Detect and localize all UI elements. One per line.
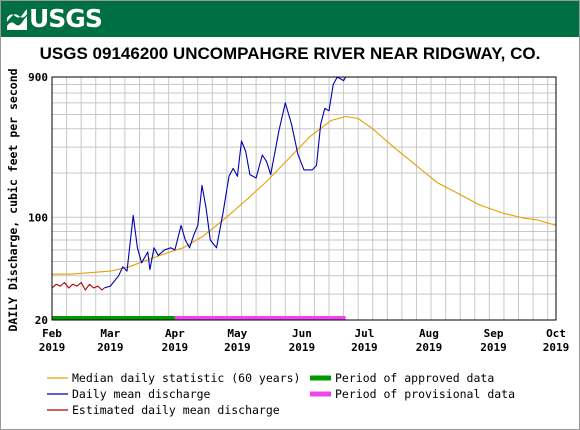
x-tick-month: May	[227, 327, 247, 340]
x-tick-year: 2019	[39, 341, 66, 354]
chart-title: USGS 09146200 UNCOMPAHGRE RIVER NEAR RID…	[39, 44, 541, 63]
legend-label-estimated: Estimated daily mean discharge	[72, 403, 280, 417]
legend-label-approved: Period of approved data	[335, 371, 494, 385]
x-tick-labels: Feb2019Mar2019Apr2019May2019Jun2019Jul20…	[39, 327, 570, 354]
x-tick-month: Oct	[546, 327, 566, 340]
grid-layer	[52, 76, 556, 321]
x-tick-year: 2019	[543, 341, 570, 354]
legend-label-provisional: Period of provisional data	[335, 387, 515, 401]
y-axis-label: DAILY Discharge, cubic feet per second	[6, 68, 20, 331]
daily-mean-line	[103, 76, 347, 289]
x-tick-month: Aug	[419, 327, 439, 340]
x-tick-month: Feb	[42, 327, 62, 340]
x-tick-month: Sep	[484, 327, 504, 340]
y-tick-label: 100	[28, 211, 48, 224]
x-tick-month: Jul	[354, 327, 374, 340]
legend: Median daily statistic (60 years) Daily …	[47, 371, 515, 417]
x-tick-year: 2019	[480, 341, 507, 354]
median-line	[52, 115, 557, 275]
x-tick-month: Apr	[165, 327, 185, 340]
x-tick-year: 2019	[351, 341, 378, 354]
x-tick-month: Mar	[100, 327, 120, 340]
usgs-logo-text: USGS	[29, 4, 103, 33]
usgs-logo-icon	[7, 9, 27, 30]
estimated-line	[51, 281, 105, 291]
x-tick-year: 2019	[224, 341, 251, 354]
plot-area-border	[51, 76, 557, 321]
x-tick-year: 2019	[162, 341, 189, 354]
legend-label-median: Median daily statistic (60 years)	[72, 371, 300, 385]
series-layer	[51, 76, 557, 291]
y-tick-label: 900	[28, 71, 48, 84]
x-tick-year: 2019	[97, 341, 124, 354]
y-tick-labels: 20 100 900	[28, 71, 48, 327]
x-tick-year: 2019	[416, 341, 443, 354]
y-tick-label: 20	[35, 314, 48, 327]
legend-label-mean: Daily mean discharge	[72, 387, 211, 401]
x-tick-month: Jun	[292, 327, 312, 340]
x-tick-year: 2019	[289, 341, 316, 354]
usgs-banner: USGS	[1, 1, 579, 37]
